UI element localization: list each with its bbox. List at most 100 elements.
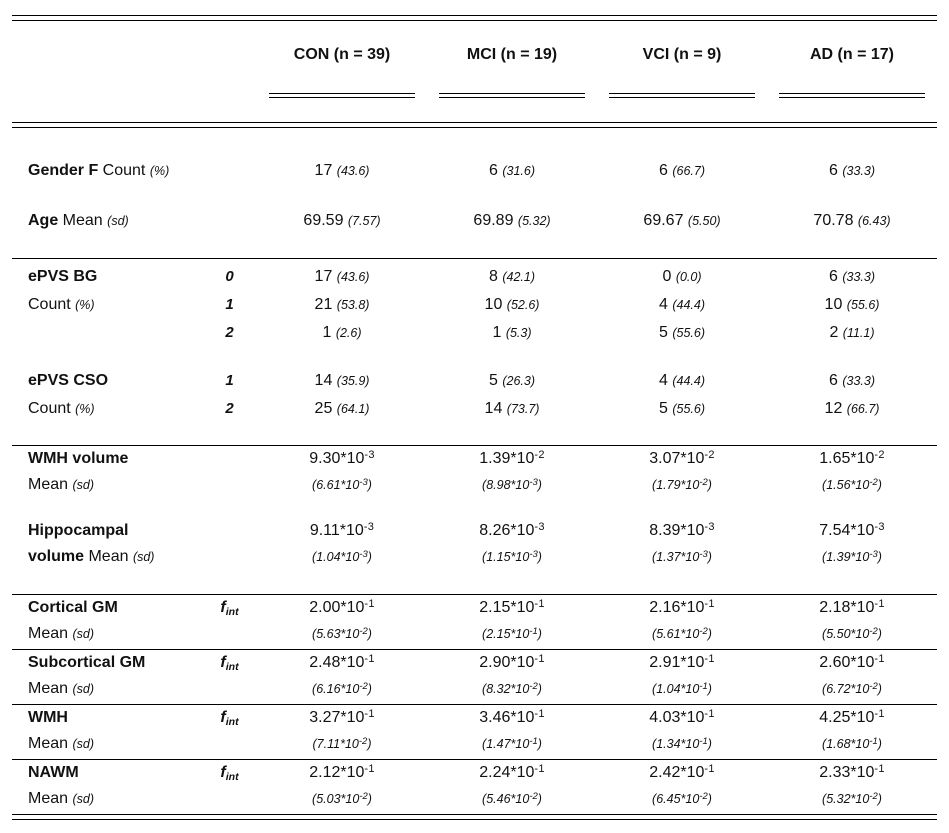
text-segment: ) [537, 682, 542, 696]
data-cell: 1.65*10-2 (1.56*10-2) [767, 446, 937, 498]
sublabel-line: fint [202, 650, 257, 676]
text-segment: (5.63*10 [312, 627, 360, 641]
value-line: 2.90*10-1 [427, 650, 597, 676]
text-segment: ) [707, 550, 712, 564]
value-line: 2.16*10-1 [597, 595, 767, 621]
text-segment: -3 [534, 521, 545, 533]
text-segment: -3 [699, 549, 708, 560]
value-line: 2.42*10-1 [597, 760, 767, 786]
value-line: 4 (44.4) [597, 291, 767, 319]
data-cell: 4 (44.4) [597, 291, 767, 319]
label-line: Mean (sd) [28, 472, 202, 498]
value-line: 17 (43.6) [257, 263, 427, 291]
data-cell: 2.12*10-1 (5.03*10-2) [257, 760, 427, 812]
section-demographics: Gender F Count (%) 17 (43.6) 6 (31.6) 6 (66… [12, 128, 937, 258]
text-segment: (sd) [132, 550, 155, 564]
text-segment: (5.61*10 [652, 627, 700, 641]
text-segment: ) [537, 737, 542, 751]
text-segment: 6 [659, 162, 673, 179]
text-segment: -1 [874, 598, 885, 610]
data-cell: 4 (44.4) [597, 367, 767, 395]
row-label: NAWM Mean (sd) [12, 760, 202, 812]
row-sublabel: 2 [202, 319, 257, 347]
data-cell: 2 (11.1) [767, 319, 937, 347]
row-label: Age Mean (sd) [12, 196, 202, 246]
column-header: MCI (n = 19) [427, 21, 597, 122]
text-segment: 2.48*10 [309, 654, 365, 671]
text-segment: 2.91*10 [649, 654, 705, 671]
text-segment: -1 [704, 653, 715, 665]
value-line: 1 (5.3) [427, 319, 597, 347]
data-cell: 2.18*10-1 (5.50*10-2) [767, 595, 937, 647]
data-cell: 6 (66.7) [597, 146, 767, 196]
text-segment: -2 [704, 449, 715, 461]
text-segment: (6.16*10 [312, 682, 360, 696]
text-segment: Mean [28, 735, 73, 752]
sd-line: (5.61*10-2) [597, 621, 767, 647]
row-sublabel: 1 [202, 291, 257, 319]
value-line: 6 (31.6) [427, 146, 597, 196]
text-segment: 0 [662, 268, 676, 285]
row-label: Hippocampal volume Mean (sd) [12, 518, 202, 570]
table-row: ePVS BG 0 17 (43.6) 8 (42.1) 0 (0.0) 6 (33.3) [12, 263, 937, 291]
top-border [12, 15, 937, 21]
value-line: 2.91*10-1 [597, 650, 767, 676]
text-segment: -1 [364, 763, 375, 775]
value-line: 6 (66.7) [597, 146, 767, 196]
text-segment: 1 [225, 296, 234, 313]
text-segment: -2 [358, 736, 368, 747]
text-segment: 8 [489, 268, 503, 285]
text-segment: (5.50*10 [822, 627, 870, 641]
row-sublabel [202, 196, 257, 246]
text-segment: (1.56*10 [822, 478, 870, 492]
text-segment: int [225, 771, 239, 783]
text-segment: ) [707, 478, 712, 492]
text-segment: -1 [534, 708, 545, 720]
text-segment: Age [28, 212, 59, 229]
row-label: Count (%) [12, 291, 202, 319]
text-segment: -2 [359, 626, 368, 637]
text-segment: ) [537, 550, 542, 564]
text-segment: 21 [314, 296, 337, 313]
text-segment: f [220, 654, 226, 671]
text-segment: ) [877, 792, 882, 806]
text-segment: -2 [869, 791, 878, 802]
label-line: Mean (sd) [28, 621, 202, 647]
text-segment: 3.27*10 [309, 709, 365, 726]
value-line: 10 (52.6) [427, 291, 597, 319]
data-cell: 1 (2.6) [257, 319, 427, 347]
text-segment: 2.12*10 [309, 764, 365, 781]
label-line: Mean (sd) [28, 676, 202, 702]
text-segment: -3 [359, 477, 368, 488]
text-segment: (5.32*10 [822, 792, 870, 806]
text-segment: 0 [225, 268, 234, 285]
row-label: Gender F Count (%) [12, 146, 202, 196]
text-segment: 1 [322, 324, 336, 341]
text-segment: (%) [75, 402, 95, 416]
text-segment: 4 [659, 296, 673, 313]
sd-line: (1.04*10-3) [257, 544, 427, 570]
bottom-border [12, 814, 937, 820]
text-segment: (6.45*10 [652, 792, 700, 806]
section-epvs-cso: ePVS CSO 1 14 (35.9) 5 (26.3) 4 (44.4) 6 (33.… [12, 361, 937, 445]
text-segment: -2 [699, 477, 708, 488]
text-segment: 9.30*10 [309, 450, 365, 467]
text-segment: (8.98*10 [482, 478, 530, 492]
row-sublabel: fint [202, 595, 257, 647]
label-line: WMH volume [28, 446, 202, 472]
value-line: 3.46*10-1 [427, 705, 597, 731]
label-line: Count (%) [28, 291, 202, 319]
text-segment: -2 [359, 681, 368, 692]
text-segment: (5.46*10 [482, 792, 530, 806]
text-segment: (44.4) [672, 298, 705, 312]
value-line: 9.11*10-3 [257, 518, 427, 544]
data-cell: 17 (43.6) [257, 146, 427, 196]
text-segment: (31.6) [502, 164, 535, 178]
data-cell: 8.26*10-3 (1.15*10-3) [427, 518, 597, 570]
data-cell: 70.78 (6.43) [767, 196, 937, 246]
section-wmh: WMH Mean (sd) fint 3.27*10-1 (7.11*10-2) 3.46… [12, 704, 937, 759]
data-cell: 8.39*10-3 (1.37*10-3) [597, 518, 767, 570]
text-segment: -2 [869, 477, 878, 488]
text-segment: (43.6) [336, 270, 370, 284]
